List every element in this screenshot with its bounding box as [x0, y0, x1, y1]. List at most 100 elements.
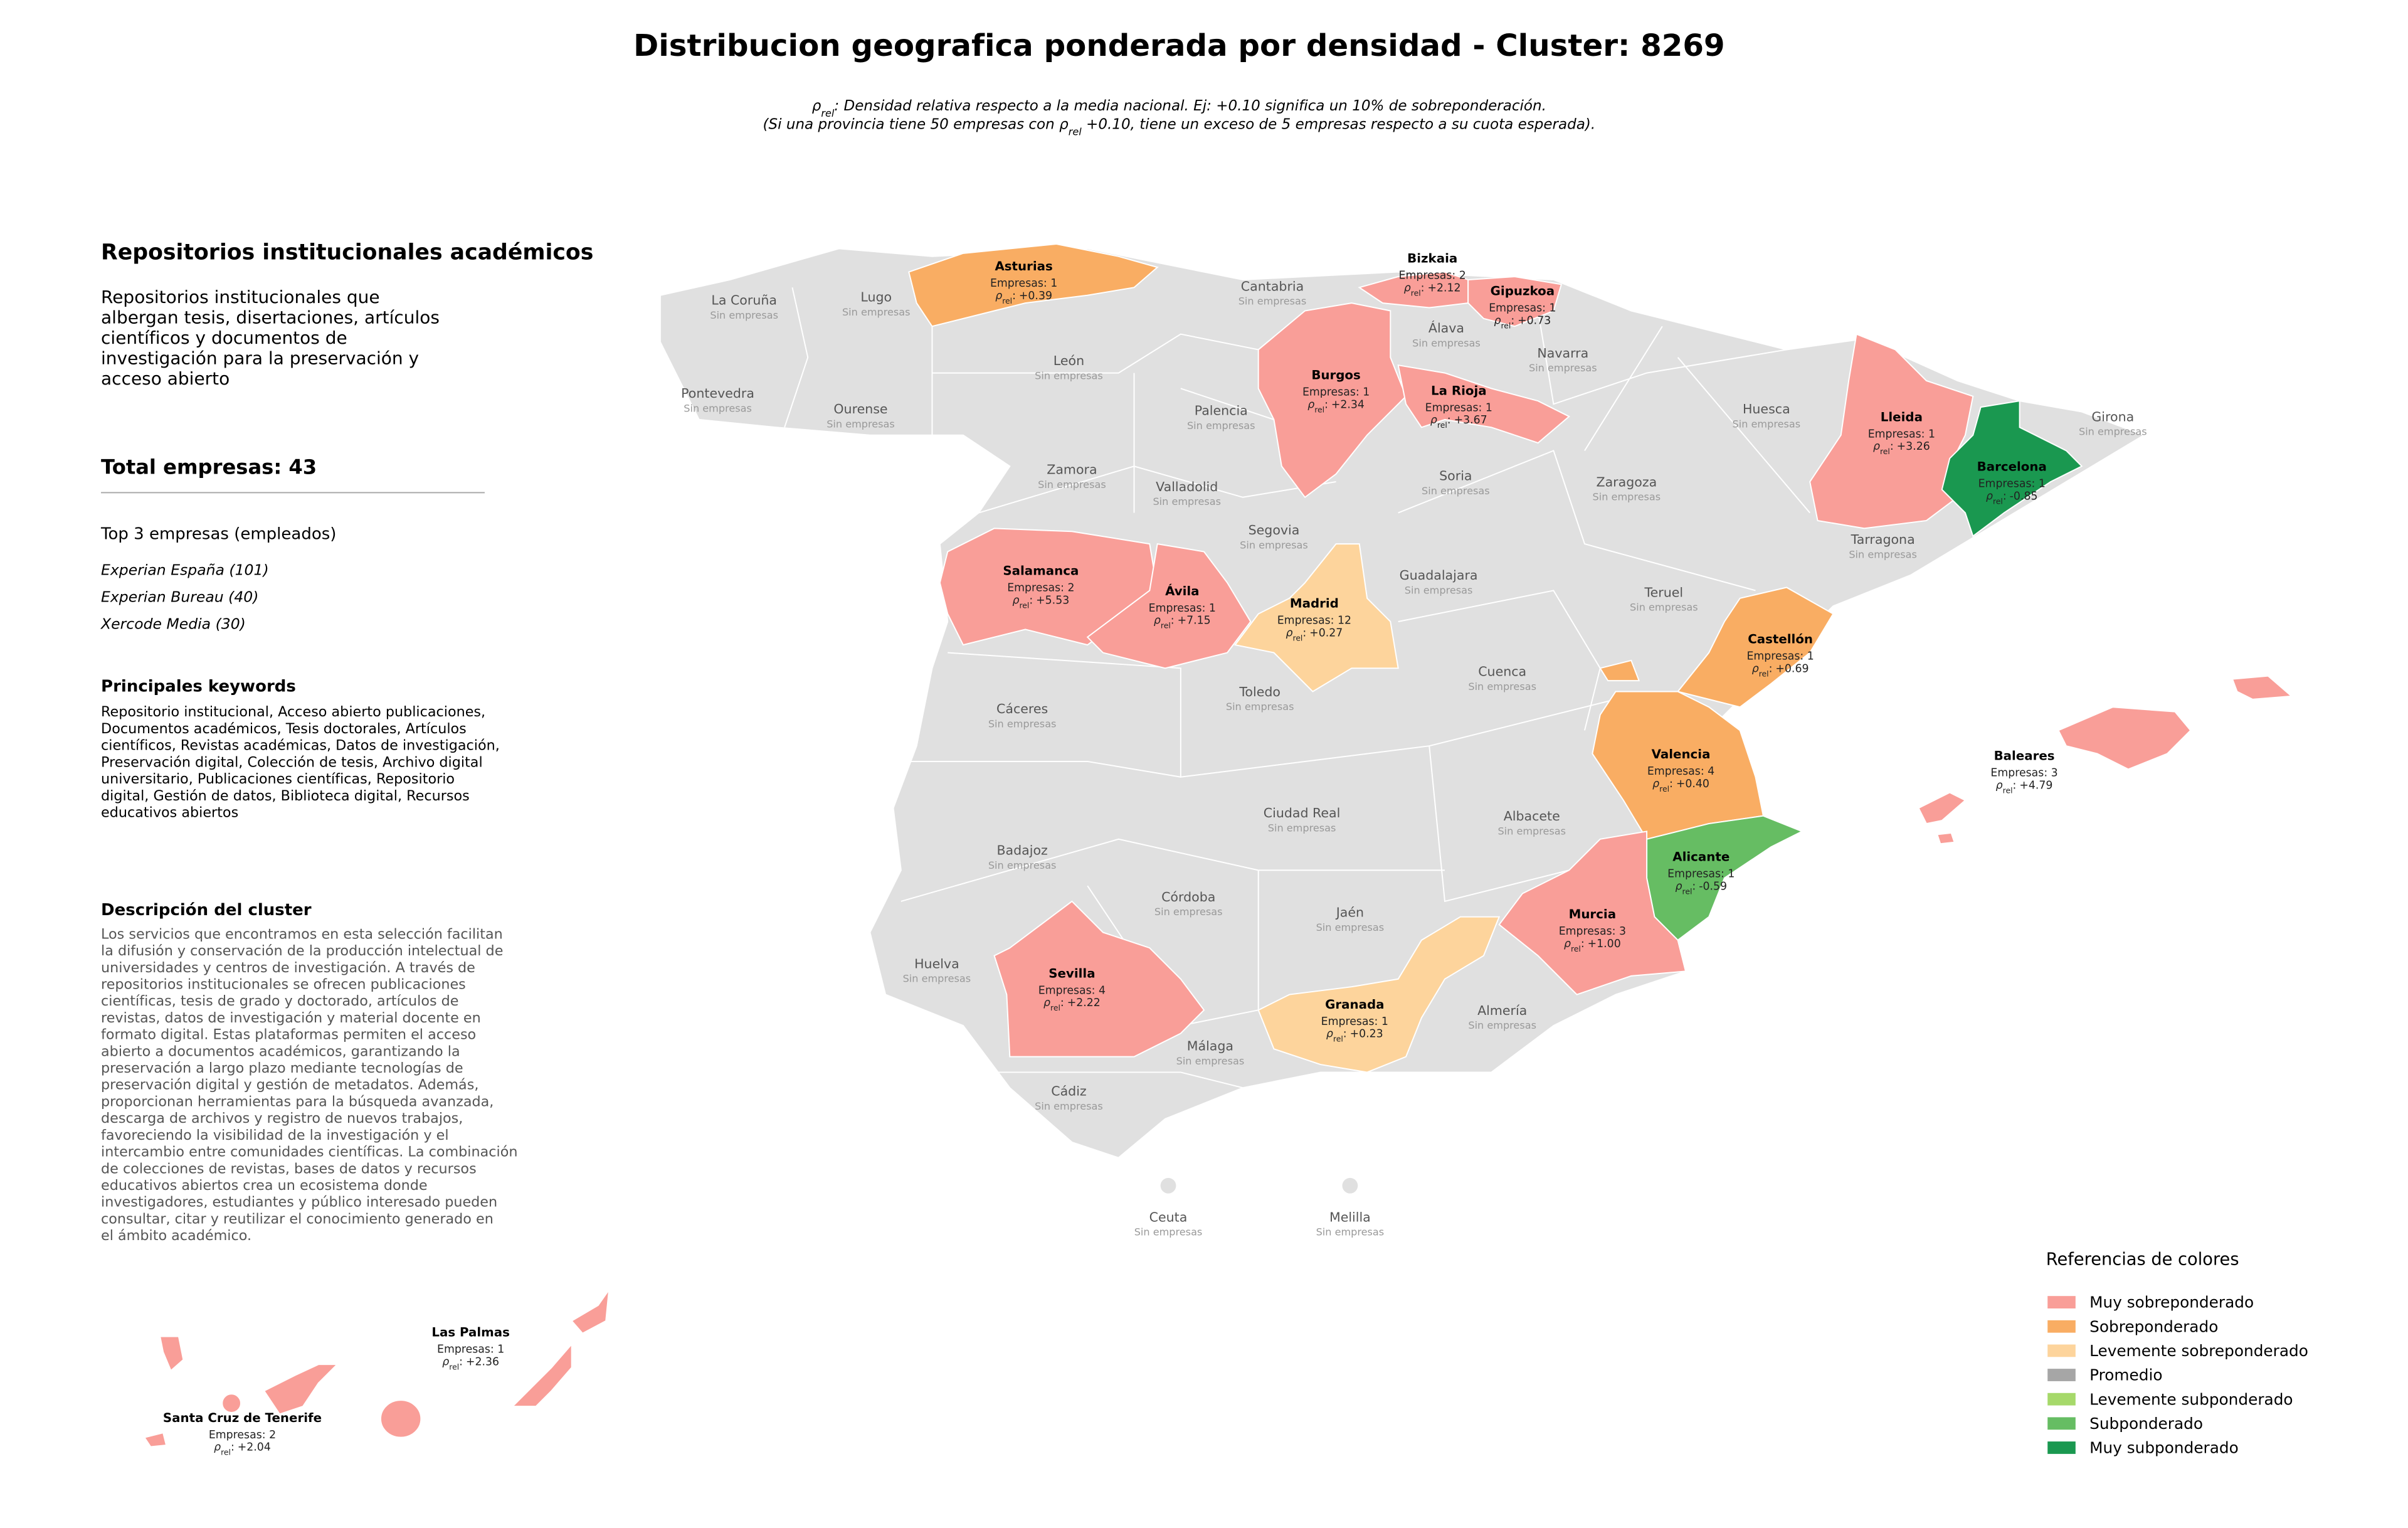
text-segment: rel — [821, 107, 835, 119]
rho-sub: rel — [1002, 297, 1012, 305]
province-name: Ciudad Real — [1264, 805, 1341, 820]
province-companies: Empresas: 4 — [1647, 765, 1714, 778]
province-shape — [263, 1364, 339, 1415]
text-segment: ρ — [812, 98, 821, 114]
province-name: Salamanca — [1003, 564, 1079, 578]
top-company: Xercode Media (30) — [100, 615, 246, 632]
province-name: Valencia — [1652, 747, 1711, 761]
province-name: Cáceres — [996, 701, 1048, 716]
legend-label: Muy sobreponderado — [2089, 1293, 2254, 1312]
rho-colon: : — [1302, 627, 1306, 640]
text-segment: ρ — [1059, 117, 1069, 133]
province-shape — [1941, 400, 2083, 538]
province-shape — [1257, 916, 1501, 1073]
rho-value: +0.27 — [1309, 627, 1343, 640]
rho-symbol: ρ — [1307, 398, 1314, 411]
keyword-line: Preservación digital, Colección de tesis… — [101, 754, 483, 770]
province-companies: Sin empresas — [1240, 539, 1308, 551]
province-name: Barcelona — [1977, 460, 2047, 474]
province-name: Sevilla — [1048, 966, 1095, 980]
province-label: Ciudad Real Sin empresas — [1264, 805, 1341, 834]
province-rho: ρrel: +0.23 — [1326, 1028, 1383, 1044]
text-segment: +0.10, tiene un exceso de 5 empresas res… — [1082, 117, 1595, 133]
province-shape — [221, 1393, 241, 1413]
province-name: Madrid — [1290, 597, 1339, 611]
province-shape — [2231, 675, 2293, 700]
map-shapes — [101, 243, 2293, 1448]
rho-colon: : — [1421, 282, 1425, 295]
keyword-line: Repositorio institucional, Acceso abiert… — [101, 704, 485, 720]
province-name: La Coruña — [711, 293, 777, 308]
rho-sub: rel — [1019, 601, 1029, 610]
province-rho: ρrel: +2.36 — [442, 1356, 499, 1371]
province-companies: Empresas: 1 — [1746, 650, 1814, 663]
province-companies: Sin empresas — [1630, 602, 1698, 613]
province-shape — [1936, 832, 1955, 845]
province-name: Alicante — [1672, 850, 1729, 864]
cluster-line: científicas, tesis de grado y doctorado,… — [101, 993, 459, 1009]
province-companies: Empresas: 12 — [1277, 615, 1351, 627]
province-shape — [1086, 543, 1252, 669]
province-companies: Empresas: 1 — [1425, 401, 1492, 414]
rho-colon: : — [2013, 779, 2017, 792]
rho-symbol: ρ — [1986, 491, 1993, 503]
rho-colon: : — [1171, 615, 1175, 627]
rho-sub: rel — [1993, 497, 2003, 506]
keyword-line: educativos abiertos — [101, 805, 238, 821]
rho-colon: : — [1324, 398, 1328, 411]
province-companies: Sin empresas — [1154, 906, 1223, 918]
province-name: Burgos — [1311, 368, 1361, 383]
cluster-line: intercambio entre comunidades científica… — [101, 1144, 517, 1160]
province-name: Soria — [1439, 469, 1472, 484]
province-name: Cádiz — [1051, 1084, 1086, 1099]
legend-title: Referencias de colores — [2046, 1250, 2239, 1270]
province-name: Gipuzkoa — [1491, 284, 1555, 299]
rho-symbol: ρ — [1873, 440, 1880, 453]
province-shape — [159, 1335, 184, 1372]
keywords-title: Principales keywords — [101, 677, 296, 696]
rho-colon: : — [2003, 491, 2007, 503]
province-name: León — [1054, 353, 1084, 368]
province-companies: Sin empresas — [1733, 418, 1801, 430]
province-companies: Empresas: 1 — [1667, 868, 1735, 881]
province-name: Girona — [2091, 409, 2134, 424]
legend-swatch — [2047, 1369, 2076, 1381]
legend-label: Subponderado — [2089, 1414, 2203, 1433]
rho-sub: rel — [1161, 622, 1171, 630]
province-companies: Sin empresas — [1134, 1226, 1203, 1238]
rho-symbol: ρ — [1326, 1028, 1333, 1041]
cluster-line: formato digital. Estas plataformas permi… — [101, 1027, 476, 1043]
province-companies: Sin empresas — [1316, 921, 1385, 933]
rho-sub: rel — [1314, 405, 1324, 414]
province-shape — [511, 1342, 573, 1408]
province-name: Tarragona — [1851, 532, 1915, 547]
rho-symbol: ρ — [1154, 615, 1161, 627]
top-title: Top 3 empresas (empleados) — [100, 525, 336, 544]
melilla-shape — [1342, 1177, 1358, 1194]
rho-sub: rel — [1050, 1004, 1060, 1012]
province-companies: Sin empresas — [1497, 825, 1566, 837]
rho-symbol: ρ — [995, 290, 1002, 302]
province-companies: Sin empresas — [1153, 496, 1221, 507]
rho-value: +2.34 — [1331, 398, 1365, 411]
province-name: Almería — [1477, 1003, 1527, 1018]
rho-symbol: ρ — [214, 1441, 221, 1454]
province-companies: Empresas: 1 — [1868, 428, 1935, 440]
province-companies: Sin empresas — [1468, 681, 1536, 692]
province-rho: ρrel: +2.12 — [1404, 282, 1461, 298]
province-companies: Sin empresas — [1316, 1226, 1385, 1238]
province-companies: Sin empresas — [1268, 822, 1336, 834]
rho-colon: : — [1447, 414, 1451, 427]
cluster-line: educativos abiertos crea un ecosistema d… — [101, 1177, 428, 1194]
province-companies: Sin empresas — [1849, 548, 1917, 560]
